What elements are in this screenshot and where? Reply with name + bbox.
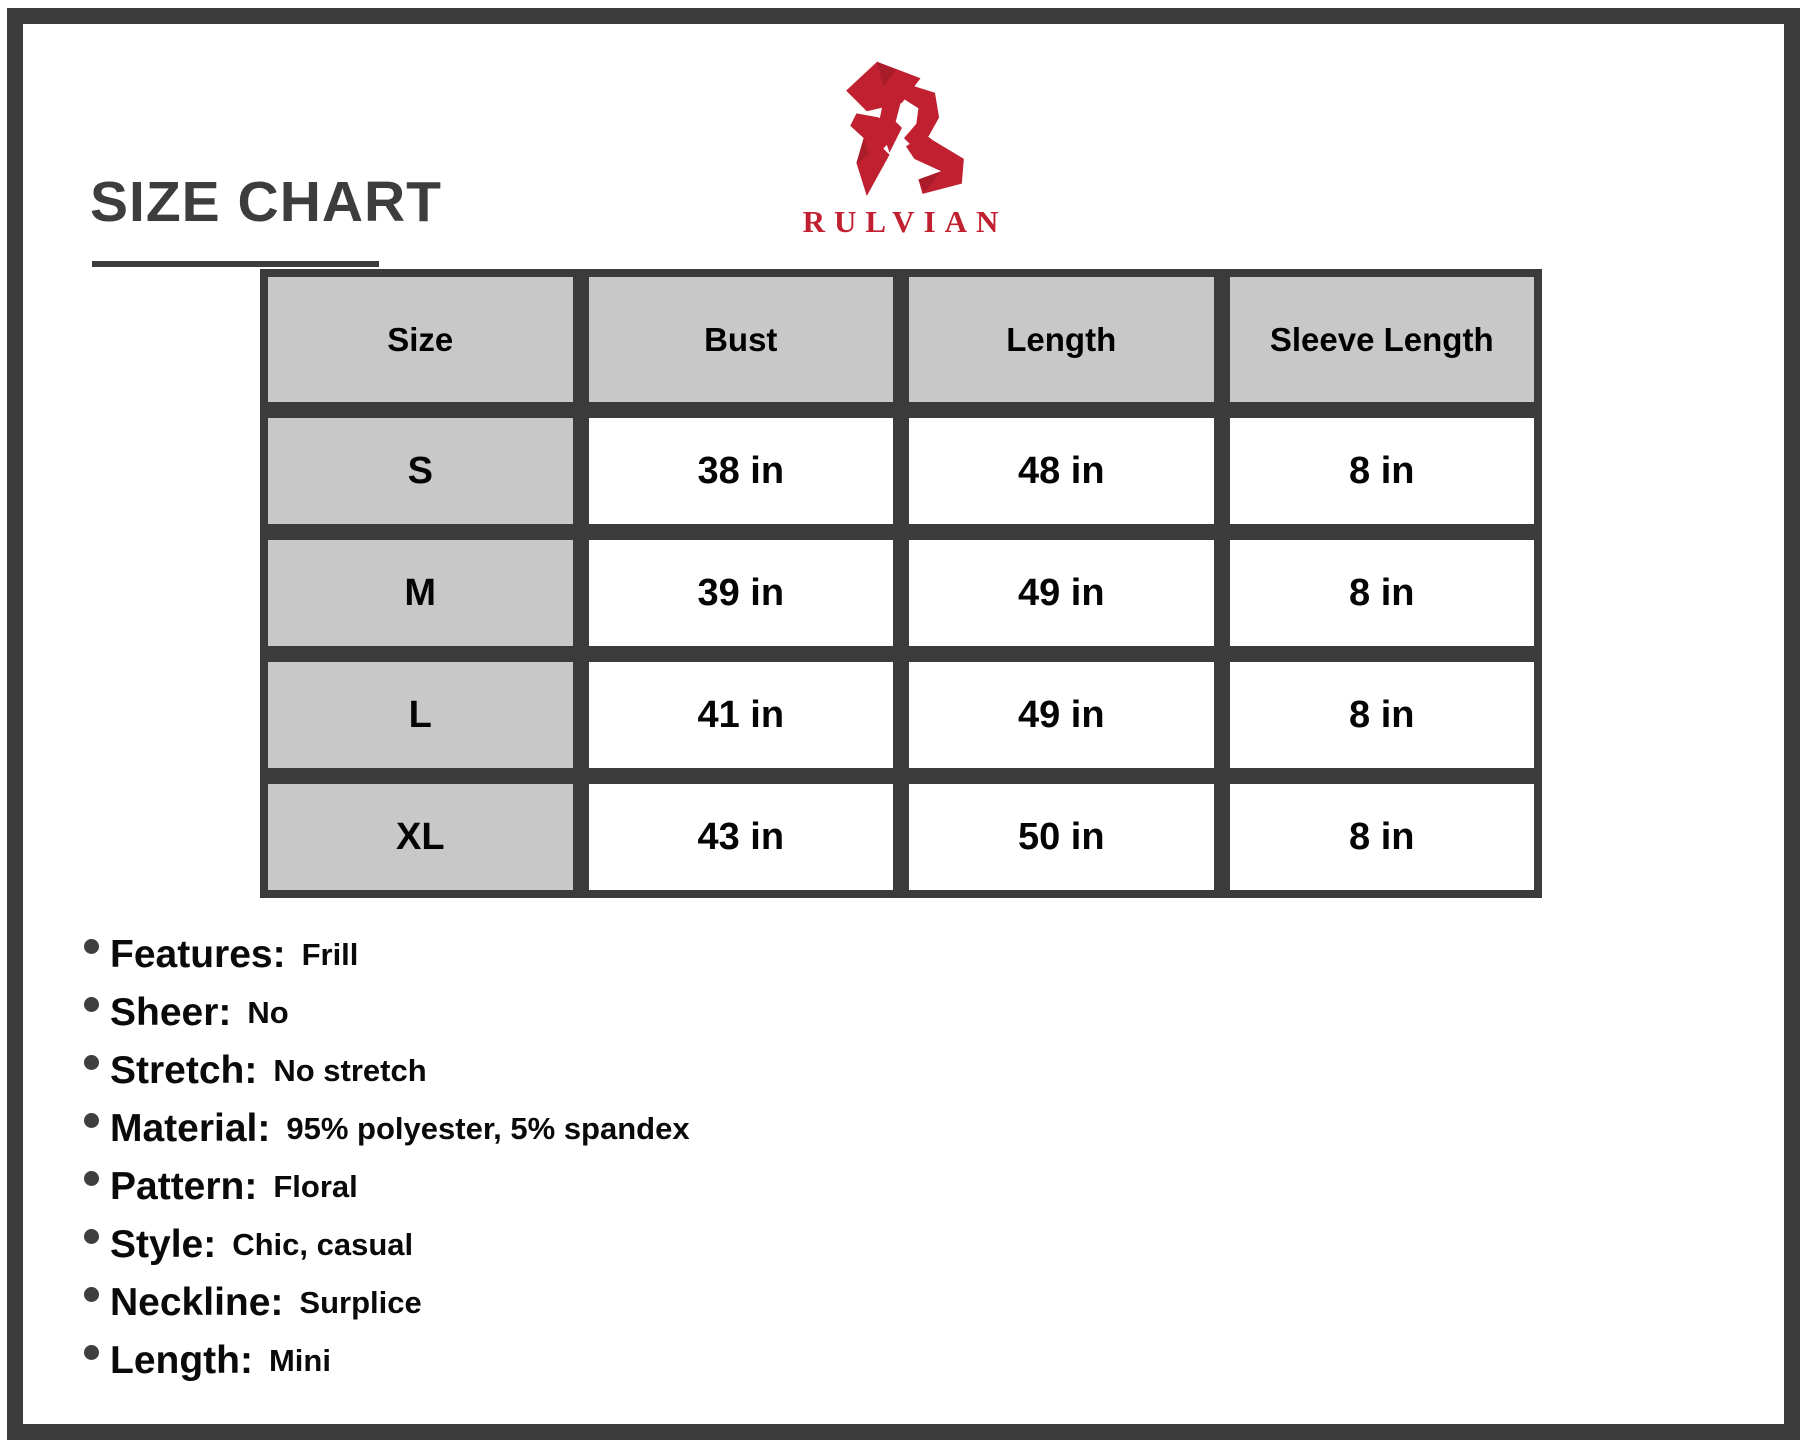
header-cell: Sleeve Length xyxy=(1221,269,1542,410)
table-header-row: Size Bust Length Sleeve Length xyxy=(260,269,1542,410)
value-cell: 39 in xyxy=(580,532,901,654)
details-list: Features: Frill Sheer: No Stretch: No st… xyxy=(84,932,690,1396)
list-item: Length: Mini xyxy=(84,1338,690,1382)
list-item: Neckline: Surplice xyxy=(84,1280,690,1324)
value-cell: 48 in xyxy=(901,410,1222,532)
brand-logo-icon xyxy=(846,61,964,196)
value-cell: 41 in xyxy=(580,654,901,776)
bullet-icon xyxy=(84,939,99,954)
value-cell: 49 in xyxy=(901,532,1222,654)
value-cell: 38 in xyxy=(580,410,901,532)
value-cell: 8 in xyxy=(1221,654,1542,776)
item-label: Stretch: xyxy=(110,1048,258,1092)
item-label: Pattern: xyxy=(110,1164,258,1208)
brand-name: RULVIAN xyxy=(802,204,1008,239)
list-item: Sheer: No xyxy=(84,990,690,1034)
item-value: Frill xyxy=(301,936,359,972)
size-cell: M xyxy=(260,532,581,654)
item-value: 95% polyester, 5% spandex xyxy=(286,1110,690,1146)
table-row: M 39 in 49 in 8 in xyxy=(260,532,1542,654)
size-chart-table: Size Bust Length Sleeve Length S 38 in 4… xyxy=(260,269,1542,898)
bullet-icon xyxy=(84,1171,99,1186)
value-cell: 8 in xyxy=(1221,532,1542,654)
value-cell: 8 in xyxy=(1221,410,1542,532)
item-value: Surplice xyxy=(299,1284,422,1320)
item-label: Material: xyxy=(110,1106,271,1150)
bullet-icon xyxy=(84,1113,99,1128)
value-cell: 43 in xyxy=(580,776,901,898)
item-value: No stretch xyxy=(273,1052,427,1088)
size-cell: S xyxy=(260,410,581,532)
table-row: S 38 in 48 in 8 in xyxy=(260,410,1542,532)
list-item: Features: Frill xyxy=(84,932,690,976)
bullet-icon xyxy=(84,1229,99,1244)
list-item: Material: 95% polyester, 5% spandex xyxy=(84,1106,690,1150)
item-label: Features: xyxy=(110,932,286,976)
item-value: No xyxy=(247,994,289,1030)
table-row: L 41 in 49 in 8 in xyxy=(260,654,1542,776)
item-value: Floral xyxy=(273,1168,358,1204)
value-cell: 50 in xyxy=(901,776,1222,898)
header-cell: Length xyxy=(901,269,1222,410)
list-item: Stretch: No stretch xyxy=(84,1048,690,1092)
title-underline xyxy=(92,261,379,267)
item-value: Chic, casual xyxy=(232,1226,414,1262)
item-label: Length: xyxy=(110,1338,253,1382)
item-label: Neckline: xyxy=(110,1280,284,1324)
header-cell: Bust xyxy=(580,269,901,410)
list-item: Pattern: Floral xyxy=(84,1164,690,1208)
table-row: XL 43 in 50 in 8 in xyxy=(260,776,1542,898)
item-value: Mini xyxy=(268,1342,331,1378)
bullet-icon xyxy=(84,997,99,1012)
bullet-icon xyxy=(84,1345,99,1360)
value-cell: 8 in xyxy=(1221,776,1542,898)
size-cell: XL xyxy=(260,776,581,898)
header-cell: Size xyxy=(260,269,581,410)
value-cell: 49 in xyxy=(901,654,1222,776)
size-cell: L xyxy=(260,654,581,776)
list-item: Style: Chic, casual xyxy=(84,1222,690,1266)
item-label: Style: xyxy=(110,1222,217,1266)
item-label: Sheer: xyxy=(110,990,232,1034)
bullet-icon xyxy=(84,1287,99,1302)
page-title: SIZE CHART xyxy=(90,170,442,234)
bullet-icon xyxy=(84,1055,99,1070)
